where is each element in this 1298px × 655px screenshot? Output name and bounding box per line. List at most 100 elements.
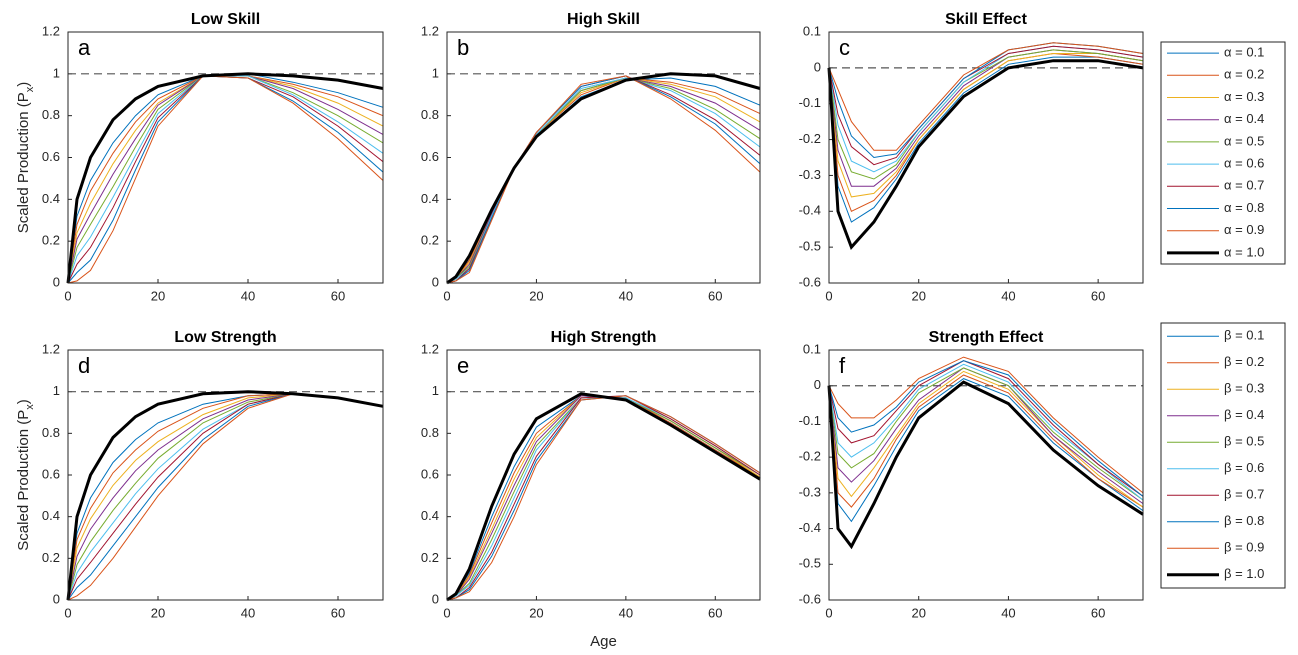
series-line: [446, 395, 761, 601]
y-tick-label: 1.2: [42, 341, 60, 356]
legend-label: α = 0.7: [1224, 178, 1264, 193]
y-tick-label: 0.2: [421, 550, 439, 565]
y-tick-label: 0.4: [421, 508, 439, 523]
y-tick-label: 1.2: [421, 341, 439, 356]
x-tick-label: 0: [825, 288, 832, 303]
plot-area: [68, 350, 383, 600]
series-line: [828, 42, 1144, 151]
x-tick-label: 0: [64, 288, 71, 303]
y-tick-label: 1: [432, 383, 439, 398]
x-tick-label: 60: [331, 288, 345, 303]
y-tick-label: -0.5: [799, 239, 821, 254]
plot-frame: [828, 31, 1144, 284]
y-axis-label: Scaled Production (Px): [15, 82, 36, 233]
plot-frame: [67, 349, 384, 601]
series-line: [67, 75, 384, 284]
y-axis-label-part: ): [15, 82, 32, 87]
legend-box: [1160, 322, 1286, 589]
x-axis-label: Age: [590, 633, 617, 650]
y-tick-label: -0.6: [799, 591, 821, 606]
y-tick-label: -0.3: [799, 484, 821, 499]
panel-label: f: [839, 353, 846, 378]
legend-label: α = 0.8: [1224, 200, 1264, 215]
x-tick-label: 60: [708, 605, 722, 620]
chart-title: High Skill: [567, 11, 640, 28]
y-axis-label-part: Scaled Production (P: [15, 92, 32, 233]
legend-label: α = 0.3: [1224, 89, 1264, 104]
legend-label: α = 0.2: [1224, 67, 1264, 82]
legend-label: β = 0.5: [1224, 434, 1264, 449]
y-tick-label: 1.2: [421, 23, 439, 38]
legend-label: α = 0.9: [1224, 222, 1264, 237]
series-line: [828, 53, 1144, 198]
x-tick-label: 60: [1091, 605, 1105, 620]
y-tick-label: -0.2: [799, 449, 821, 464]
x-tick-label: 40: [1001, 605, 1015, 620]
y-tick-label: -0.6: [799, 274, 821, 289]
plot-area: [447, 350, 760, 600]
plot-frame: [828, 349, 1144, 601]
panel-label: a: [78, 35, 91, 60]
series-line: [828, 360, 1144, 497]
y-tick-label: 0.6: [421, 149, 439, 164]
x-tick-label: 0: [825, 605, 832, 620]
x-tick-label: 20: [151, 605, 165, 620]
y-tick-label: 0.8: [42, 425, 60, 440]
y-axis-label-part: x: [24, 86, 36, 92]
panel-label: c: [839, 35, 850, 60]
series-line: [828, 374, 1144, 508]
x-tick-label: 0: [64, 605, 71, 620]
y-axis-label: Scaled Production (Px): [15, 399, 36, 550]
x-tick-label: 20: [529, 605, 543, 620]
series-line: [828, 367, 1144, 505]
y-tick-label: 0.4: [42, 191, 60, 206]
series-line: [67, 75, 384, 284]
y-tick-label: 0.8: [42, 107, 60, 122]
x-tick-label: 60: [708, 288, 722, 303]
y-tick-label: -0.1: [799, 413, 821, 428]
x-tick-label: 40: [1001, 288, 1015, 303]
series-line: [67, 75, 384, 284]
series-line: [828, 356, 1144, 494]
series-line: [446, 395, 761, 601]
y-tick-label: -0.1: [799, 95, 821, 110]
y-axis-label-part: ): [15, 399, 32, 404]
series-line: [67, 75, 384, 284]
legend-label: β = 0.4: [1224, 407, 1264, 422]
series-line: [828, 363, 1144, 501]
x-tick-label: 40: [619, 288, 633, 303]
panel-label: e: [457, 353, 469, 378]
y-axis-label-part: x: [24, 404, 36, 410]
series-line: [827, 59, 1144, 250]
y-tick-label: 0.1: [803, 341, 821, 356]
y-tick-label: -0.5: [799, 556, 821, 571]
series-line: [67, 75, 384, 284]
legend-label: β = 0.8: [1224, 513, 1264, 528]
legend-box: [1160, 41, 1286, 265]
x-tick-label: 20: [911, 288, 925, 303]
chart-title: High Strength: [551, 329, 657, 346]
y-tick-label: 0.2: [421, 233, 439, 248]
y-tick-label: 0: [432, 274, 439, 289]
y-tick-label: 0: [814, 59, 821, 74]
y-tick-label: 0.8: [421, 107, 439, 122]
y-tick-label: 1: [53, 65, 60, 80]
series-line: [828, 360, 1144, 497]
y-tick-label: 1: [432, 65, 439, 80]
series-line: [446, 395, 761, 601]
legend-label: α = 0.6: [1224, 156, 1264, 171]
panel-label: d: [78, 353, 90, 378]
series-line: [67, 75, 384, 284]
y-tick-label: 0: [53, 274, 60, 289]
y-tick-label: -0.4: [799, 520, 821, 535]
plot-area: [829, 32, 1143, 283]
y-tick-label: 1: [53, 383, 60, 398]
x-tick-label: 40: [241, 288, 255, 303]
series-line: [446, 72, 761, 285]
y-tick-label: -0.3: [799, 167, 821, 182]
y-tick-label: 0: [432, 591, 439, 606]
y-tick-label: -0.2: [799, 131, 821, 146]
legend-label: β = 0.9: [1224, 540, 1264, 555]
